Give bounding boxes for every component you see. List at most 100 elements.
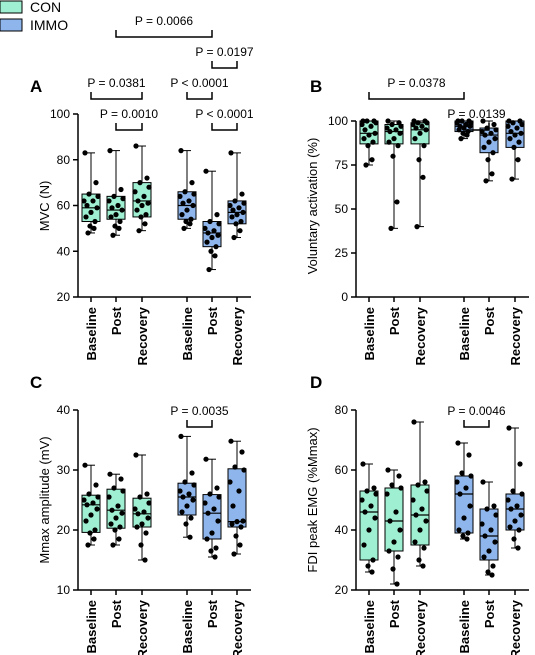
panel-c-data-point [188,515,194,521]
panel-a-data-point [213,244,219,250]
panel-c-x-category-label: Recovery [230,599,245,655]
panel-c-data-point [178,433,184,439]
panel-letter-c: C [30,373,42,392]
panel-a-data-point [237,228,243,234]
panel-a-x-category-label: Baseline [180,307,195,360]
panel-b-x-category-label: Baseline [457,307,472,360]
panel-a-data-point [211,228,217,234]
panel-c-data-point [134,524,140,530]
panel-d-data-point [488,527,494,533]
panel-b-data-point [388,225,394,231]
panel-a-data-point [183,218,189,225]
panel-c-data-point [93,482,99,488]
panel-b-x-category-label: Recovery [413,306,428,365]
panel-b-data-point [421,143,427,149]
panel-c-data-point [95,494,101,500]
panel-b-data-point [414,224,420,230]
panel-c-plot: 10 20 30 40 Baseline Post Recovery Baseline Post… [57,403,251,655]
panel-d-data-point [370,557,376,563]
panel-b-data-point [369,157,375,163]
panel-a-data-point [204,239,210,245]
panel-a-data-point [178,148,184,154]
panel-d-data-point [366,527,372,533]
panel-d-data-point [515,545,521,551]
panel-a-significance-bracket [115,30,213,38]
panel-a-p-value-label: P = 0.0066 [135,14,193,28]
panel-a-data-point [190,202,196,209]
panel-d-data-point [373,491,379,497]
panel-b-data-point [366,132,372,138]
panel-a-data-point [240,209,246,215]
panel-b-data-point [519,121,525,128]
panel-c-data-point [132,506,138,512]
panel-d-x-category-label: Post [482,599,497,628]
panel-c-data-point [82,462,88,468]
panel-c-data-point [207,491,213,497]
panel-a-data-point [117,218,123,225]
panel-b-y-tick-label: 25 [335,246,349,260]
panel-d-data-point [512,518,518,524]
panel-b-data-point [515,157,521,163]
panel-b-data-point [410,121,416,128]
panel-a-data-point [138,214,144,220]
panel-a-data-point [134,207,140,213]
panel-b-data-point [363,162,369,168]
panel-a-data-point [236,205,242,211]
panel-b-data-point [423,127,429,133]
panel-d-data-point [456,527,462,533]
panel-d-data-point [422,479,428,485]
panel-a-data-point [216,221,222,227]
panel-b-significance-bracket [368,92,465,100]
panel-b-data-point [386,139,392,145]
panel-c-data-point [117,524,123,530]
panel-d-data-point [410,497,416,503]
panel-a-data-point [179,212,185,218]
panel-b-data-point [368,123,374,129]
panel-d-data-point [395,554,401,560]
panel-c-data-point [116,536,122,542]
panel-a-significance-bracket [90,92,143,100]
panel-c-data-point [141,509,147,515]
panel-b-data-point [507,136,513,142]
panel-d-data-point [464,536,470,542]
panel-letter-a: A [30,77,42,96]
panel-a-data-point [109,205,115,211]
panel-a-data-point [207,218,213,225]
panel-a-data-point [118,186,124,193]
panel-c-data-point [238,524,244,530]
panel-a-data-point [184,207,190,213]
panel-b-y-tick-label: 50 [335,202,349,216]
panel-c-data-point [239,449,245,455]
panel-c-data-point [111,485,117,491]
panel-b-data-point [397,130,403,136]
panel-d-data-point [416,557,422,563]
panel-d-data-point [508,506,514,512]
panel-b-data-point [362,127,368,133]
panel-b-data-point [508,128,514,135]
panel-a-plot: 20 40 60 80 100 Baseline Post Recovery Baseline P… [50,14,254,366]
panel-b-p-value-label: P = 0.0139 [447,107,505,121]
panel-c-data-point [144,491,150,497]
panel-d-data-point [468,473,474,479]
panel-b-data-point [511,144,517,150]
panel-b-data-point [480,118,486,124]
panel-a-data-point [241,200,247,206]
legend-label-immo: IMMO [30,17,68,33]
panel-a-data-point [145,200,151,206]
panel-c-data-point [145,515,151,521]
panel-c-data-point [88,512,94,518]
panel-a-y-tick-label: 100 [50,107,70,121]
panel-b-significance-bracket [463,123,490,131]
panel-c-data-point [230,503,236,509]
panel-b-x-category-label: Baseline [362,307,377,360]
panel-c-data-point [86,491,92,497]
panel-d-data-point [415,482,421,488]
panel-c-x-category-label: Post [109,599,124,628]
panel-c-data-point [106,494,112,500]
panel-a-data-point [108,214,114,220]
panel-b-data-point [415,120,421,126]
panel-a-data-point [189,180,195,186]
panel-c-data-point [234,519,240,525]
panel-a-data-point [93,180,99,186]
panel-b-data-point [460,130,466,136]
